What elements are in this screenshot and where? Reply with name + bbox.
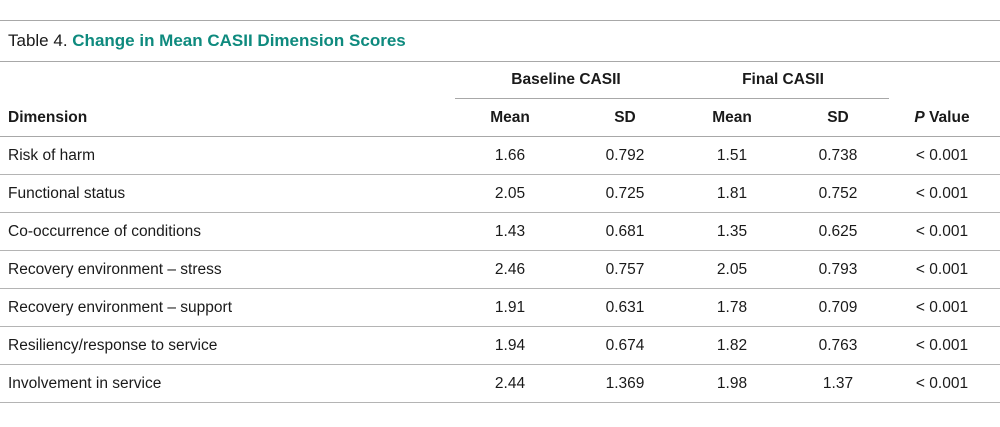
cell-dimension: Recovery environment – stress xyxy=(8,261,222,278)
cell-final-sd: 0.738 xyxy=(818,147,858,164)
cell-baseline-mean: 2.05 xyxy=(494,185,526,202)
final-group-rule xyxy=(677,98,889,99)
header-rule xyxy=(0,136,1000,137)
column-header-baseline-sd: SD xyxy=(614,109,636,126)
cell-p-value: < 0.001 xyxy=(915,375,969,392)
cell-baseline-sd: 0.792 xyxy=(605,147,645,164)
column-header-final-sd: SD xyxy=(827,109,849,126)
cell-baseline-mean: 1.43 xyxy=(494,223,526,240)
table-body: Risk of harm 1.66 0.792 1.51 0.738 < 0.0… xyxy=(0,137,1000,403)
column-header-baseline-mean: Mean xyxy=(490,109,530,126)
cell-final-sd: 0.763 xyxy=(818,337,858,354)
caption-rule xyxy=(0,61,1000,62)
cell-baseline-mean: 2.46 xyxy=(494,261,526,278)
column-header-p-value: P Value xyxy=(890,109,994,127)
cell-baseline-mean: 2.44 xyxy=(494,375,526,392)
table-row: Resiliency/response to service 1.94 0.67… xyxy=(0,327,1000,365)
cell-dimension: Risk of harm xyxy=(8,147,95,164)
cell-p-value: < 0.001 xyxy=(915,261,969,278)
top-rule xyxy=(0,20,1000,21)
table-row: Recovery environment – support 1.91 0.63… xyxy=(0,289,1000,327)
cell-baseline-mean: 1.91 xyxy=(494,299,526,316)
p-italic-label: P xyxy=(914,109,925,126)
baseline-casii-header: Baseline CASII xyxy=(511,71,621,88)
cell-baseline-sd: 1.369 xyxy=(605,375,645,392)
cell-baseline-sd: 0.757 xyxy=(605,261,645,278)
cell-final-sd: 0.709 xyxy=(818,299,858,316)
cell-final-mean: 1.35 xyxy=(716,223,748,240)
cell-baseline-sd: 0.681 xyxy=(605,223,645,240)
cell-p-value: < 0.001 xyxy=(915,223,969,240)
cell-dimension: Resiliency/response to service xyxy=(8,337,218,354)
cell-final-mean: 1.98 xyxy=(716,375,748,392)
table-title: Change in Mean CASII Dimension Scores xyxy=(72,31,406,50)
table-row: Involvement in service 2.44 1.369 1.98 1… xyxy=(0,365,1000,403)
cell-p-value: < 0.001 xyxy=(915,337,969,354)
table-row: Risk of harm 1.66 0.792 1.51 0.738 < 0.0… xyxy=(0,137,1000,175)
cell-p-value: < 0.001 xyxy=(915,185,969,202)
cell-baseline-sd: 0.725 xyxy=(605,185,645,202)
p-value-label: Value xyxy=(924,109,970,126)
cell-final-mean: 1.78 xyxy=(716,299,748,316)
cell-final-mean: 2.05 xyxy=(716,261,748,278)
table-row: Co-occurrence of conditions 1.43 0.681 1… xyxy=(0,213,1000,251)
cell-final-sd: 0.625 xyxy=(818,223,858,240)
cell-baseline-sd: 0.631 xyxy=(605,299,645,316)
cell-dimension: Recovery environment – support xyxy=(8,299,233,316)
cell-p-value: < 0.001 xyxy=(915,299,969,316)
cell-dimension: Involvement in service xyxy=(8,375,162,392)
column-header-final-mean: Mean xyxy=(712,109,752,126)
column-header-dimension: Dimension xyxy=(8,109,88,126)
cell-baseline-mean: 1.94 xyxy=(494,337,526,354)
cell-final-mean: 1.82 xyxy=(716,337,748,354)
cell-dimension: Co-occurrence of conditions xyxy=(8,223,201,240)
table-row: Recovery environment – stress 2.46 0.757… xyxy=(0,251,1000,289)
cell-final-sd: 0.793 xyxy=(818,261,858,278)
cell-final-mean: 1.81 xyxy=(716,185,748,202)
cell-final-sd: 0.752 xyxy=(818,185,858,202)
baseline-group-rule xyxy=(455,98,677,99)
cell-final-sd: 1.37 xyxy=(822,375,854,392)
cell-p-value: < 0.001 xyxy=(915,147,969,164)
cell-baseline-mean: 1.66 xyxy=(494,147,526,164)
cell-final-mean: 1.51 xyxy=(716,147,748,164)
table-label: Table 4. xyxy=(8,31,68,50)
cell-dimension: Functional status xyxy=(8,185,126,202)
cell-baseline-sd: 0.674 xyxy=(605,337,645,354)
table-row: Functional status 2.05 0.725 1.81 0.752 … xyxy=(0,175,1000,213)
table-caption: Table 4. Change in Mean CASII Dimension … xyxy=(8,31,406,51)
final-casii-header: Final CASII xyxy=(742,71,824,88)
